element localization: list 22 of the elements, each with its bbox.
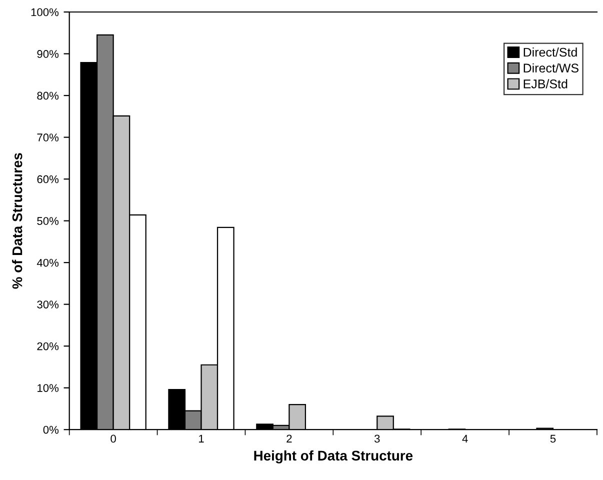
legend-label: Direct/WS [524, 63, 578, 73]
y-tick-label: 0% [43, 426, 59, 434]
y-tick-label: 100% [31, 8, 59, 16]
y-axis-title: % of Data Structures [12, 153, 22, 289]
y-tick-label: 60% [37, 175, 59, 184]
x-tick-label: 2 [286, 434, 292, 443]
y-tick-label: 40% [36, 258, 59, 267]
y-tick-label: 90% [37, 50, 59, 58]
x-tick-label: 0 [110, 434, 116, 443]
y-tick-label: 80% [37, 92, 59, 100]
y-tick-label: 70% [37, 134, 59, 142]
legend-label: Direct/Std [524, 47, 577, 57]
y-tick-label: 10% [38, 384, 59, 392]
y-tick-label: 20% [37, 342, 59, 350]
legend-label: EJB/Std [524, 79, 568, 88]
x-tick-label: 4 [462, 434, 468, 443]
x-tick-label: 5 [550, 434, 556, 443]
y-tick-label: 50% [37, 217, 59, 225]
y-tick-label: 30% [37, 300, 59, 308]
x-tick-label: 3 [374, 434, 380, 443]
x-tick-label: 1 [199, 434, 204, 443]
x-axis-title: Height of Data Structure [254, 450, 413, 464]
